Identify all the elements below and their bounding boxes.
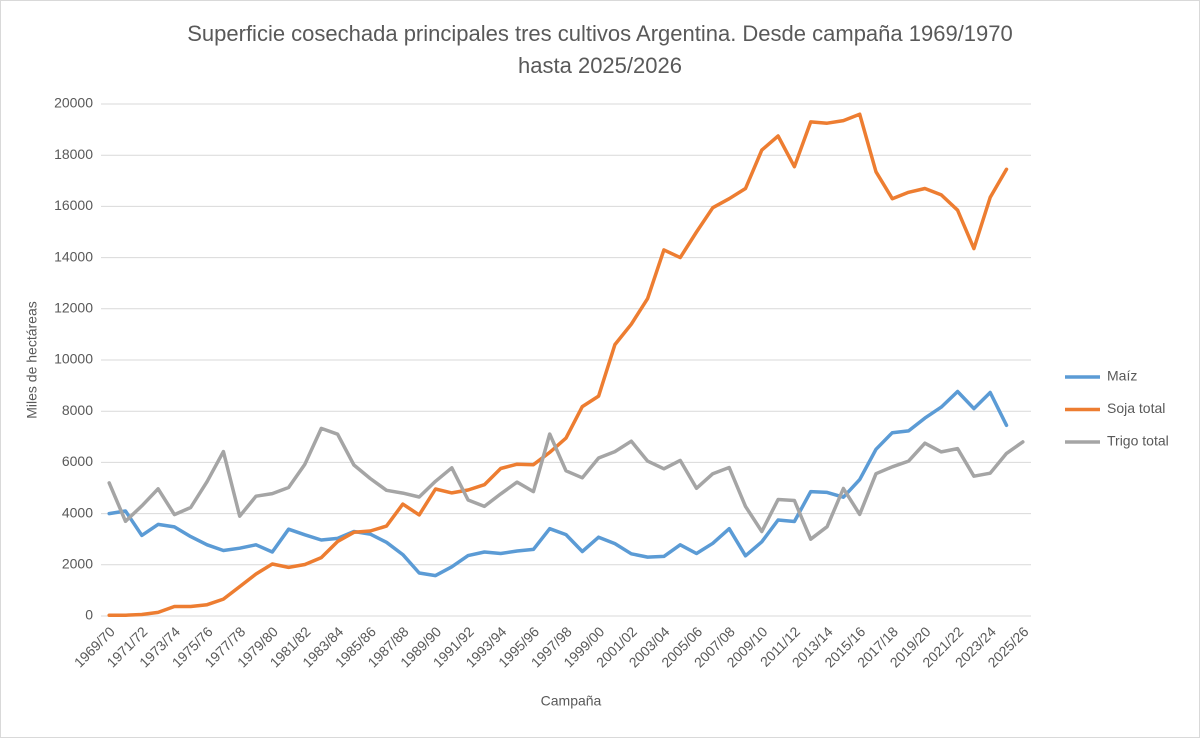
legend-label: Trigo total xyxy=(1107,433,1169,449)
y-tick-label: 6000 xyxy=(62,453,93,469)
y-tick-label: 4000 xyxy=(62,504,93,520)
y-axis-label: Miles de hectáreas xyxy=(24,301,40,419)
y-tick-label: 12000 xyxy=(54,300,93,316)
y-tick-label: 16000 xyxy=(54,197,93,213)
y-tick-label: 10000 xyxy=(54,351,93,367)
chart-title-line: hasta 2025/2026 xyxy=(518,53,682,78)
y-tick-label: 8000 xyxy=(62,402,93,418)
y-tick-label: 2000 xyxy=(62,556,93,572)
y-tick-label: 0 xyxy=(85,607,93,623)
legend-label: Soja total xyxy=(1107,400,1165,416)
chart-title-line: Superficie cosechada principales tres cu… xyxy=(187,21,1013,46)
legend-label: Maíz xyxy=(1107,368,1137,384)
series-line xyxy=(107,112,1009,617)
x-axis-label: Campaña xyxy=(541,693,602,709)
series-line xyxy=(107,389,1009,578)
y-tick-label: 18000 xyxy=(54,146,93,162)
y-tick-label: 20000 xyxy=(54,95,93,111)
series-line xyxy=(107,426,1025,541)
y-tick-label: 14000 xyxy=(54,248,93,264)
